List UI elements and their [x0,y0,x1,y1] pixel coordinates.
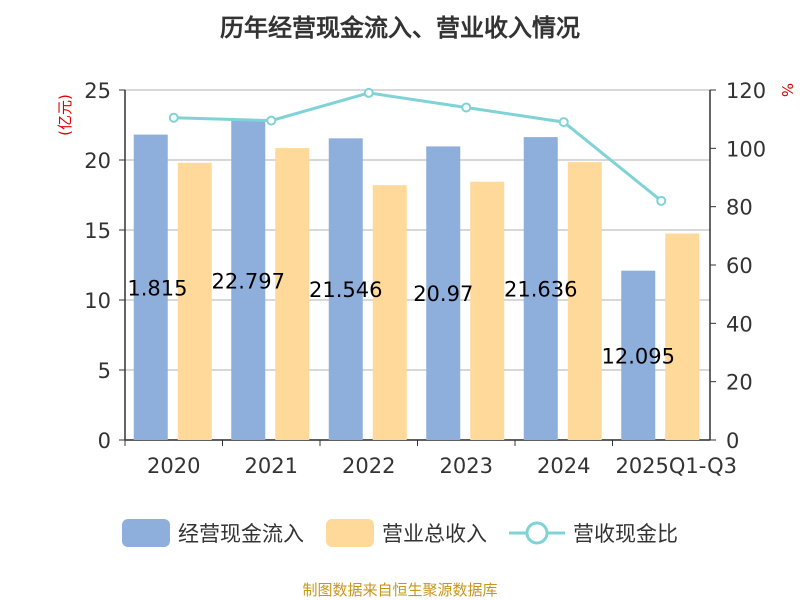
legend-swatch-revenue [326,519,374,547]
legend-label-ratio: 营收现金比 [573,522,678,546]
x-tick-label: 2023 [440,454,493,478]
bar-cash [426,146,461,441]
legend-swatch-cash [122,519,170,547]
y-axis-label-right: % [778,83,796,97]
x-tick-label: 2020 [147,454,200,478]
tick-label-right: 120 [726,79,766,103]
bar-cash [328,138,363,440]
tick-label-left: 10 [84,289,111,313]
bar-cash [523,137,558,440]
tick-label-left: 5 [98,359,111,383]
line-ratio [173,91,663,203]
y-axis-label-left: (亿元) [56,94,74,136]
bar-revenue [567,162,602,440]
bar-cash [231,120,266,440]
tick-label-right: 40 [726,312,753,336]
data-label-cash: 20.97 [413,282,473,306]
legend-label-cash: 经营现金流入 [178,522,304,546]
chart-title: 历年经营现金流入、营业收入情况 [220,14,580,42]
bar-revenue [372,185,407,440]
bar-revenue [177,162,212,441]
tick-label-right: 0 [726,429,739,453]
data-label-cash: 21.636 [504,278,577,302]
data-label-cash: 21.546 [309,278,382,302]
bar-revenue [275,148,310,440]
bar-revenue [470,181,505,440]
tick-label-left: 0 [98,429,111,453]
point-ratio [266,115,277,126]
tick-label-right: 100 [726,137,766,161]
tick-label-right: 80 [726,196,753,220]
x-tick-label: 2022 [342,454,395,478]
x-tick-label: 2024 [537,454,590,478]
bar-cash [621,270,656,440]
x-tick-label: 2021 [245,454,298,478]
point-ratio [363,87,374,98]
point-ratio [656,195,667,206]
data-label-cash: 12.095 [602,344,675,368]
x-tick-label: 2025Q1-Q3 [615,454,737,478]
legend-line-icon [509,521,565,545]
tick-label-left: 15 [84,219,111,243]
point-ratio [558,117,569,128]
legend-label-revenue: 营业总收入 [382,522,487,546]
data-label-cash: 22.797 [212,269,285,293]
point-ratio [461,102,472,113]
legend: 经营现金流入 营业总收入 营收现金比 [0,518,800,548]
tick-label-left: 25 [84,79,111,103]
legend-revenue[interactable]: 营业总收入 [326,518,487,548]
tick-label-right: 20 [726,371,753,395]
tick-label-right: 60 [726,254,753,278]
data-label-cash: 21.815 [114,276,187,300]
bar-revenue [665,233,700,440]
tick-label-left: 20 [84,149,111,173]
bar-cash [133,134,168,440]
source-note: 制图数据来自恒生聚源数据库 [302,581,498,599]
point-ratio [168,112,179,123]
legend-cash[interactable]: 经营现金流入 [122,518,304,548]
legend-ratio[interactable]: 营收现金比 [509,518,678,548]
